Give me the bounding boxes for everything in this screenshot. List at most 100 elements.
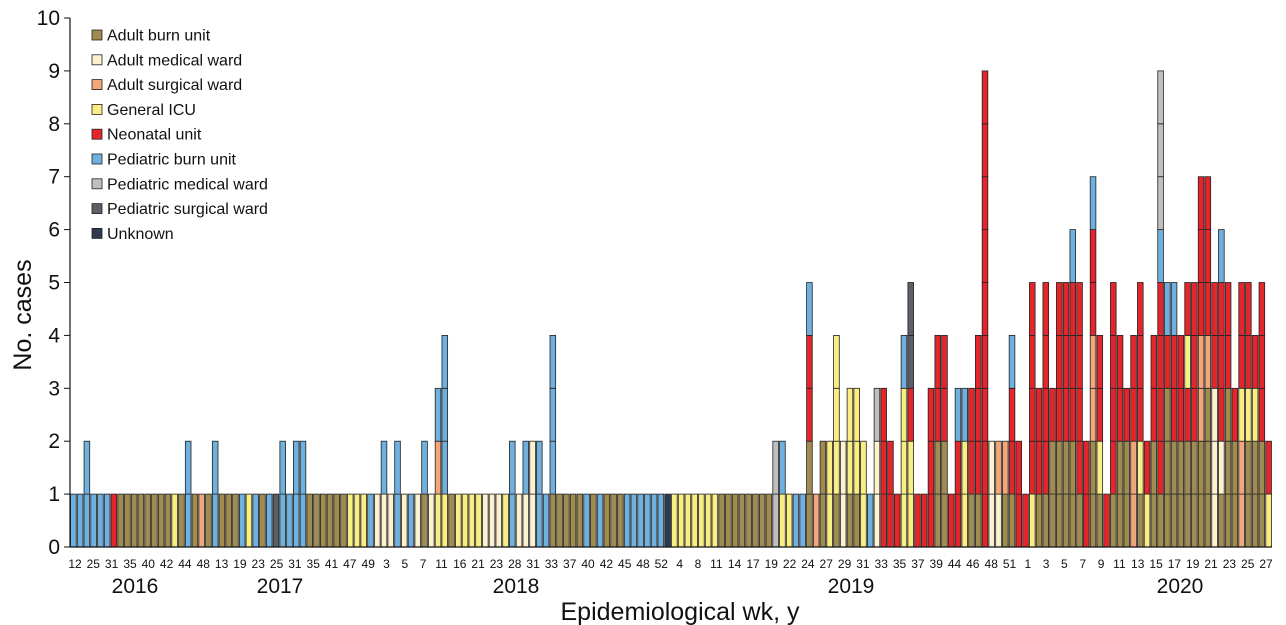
bar-segment-neonatal-unit bbox=[914, 493, 921, 548]
bar-segment-pediatric-burn-unit bbox=[1008, 334, 1016, 389]
x-axis-ticks: 12 25 31 35 40 42 44 48 13 19 23 25 31 35 41 47 49 3 5 7 11 1… bbox=[68, 557, 1273, 571]
bar-segment-neonatal-unit bbox=[1204, 176, 1212, 230]
x-tick-label: 13 bbox=[1131, 557, 1145, 571]
y-axis-ticks: 0 1 2 3 4 5 6 7 8 9 10 bbox=[37, 7, 70, 559]
bar-segment-neonatal-unit bbox=[1029, 334, 1036, 389]
bar-segment-adult-burn-unit bbox=[1069, 440, 1077, 495]
bar-segment-neonatal-unit bbox=[1076, 387, 1083, 442]
bar-segment-pediatric-medical-ward bbox=[772, 493, 779, 548]
x-tick-label: 19 bbox=[233, 557, 247, 571]
bar-segment-general-icu bbox=[171, 493, 178, 548]
bar-segment-neonatal-unit bbox=[1197, 229, 1205, 283]
bar-segment-pediatric-burn-unit bbox=[103, 493, 111, 548]
bar-segment-pediatric-medical-ward bbox=[772, 440, 779, 495]
bar-segment-neonatal-unit bbox=[1062, 334, 1070, 389]
bar-segment-general-icu bbox=[779, 493, 786, 548]
bar-segment-adult-surgical-ward bbox=[1089, 334, 1097, 389]
bar-segment-adult-burn-unit bbox=[745, 493, 752, 548]
x-tick-label: 11 bbox=[435, 557, 448, 571]
bar-segment-pediatric-burn-unit bbox=[1089, 176, 1097, 230]
bar-segment-adult-burn-unit bbox=[205, 493, 212, 548]
bar-segment-general-icu bbox=[684, 493, 692, 548]
bar-segment-pediatric-burn-unit bbox=[596, 493, 604, 548]
bar-segment-adult-burn-unit bbox=[941, 440, 948, 495]
bar-segment-adult-burn-unit bbox=[1224, 493, 1232, 548]
x-tick-label: 8 bbox=[695, 557, 702, 571]
bar-segment-adult-burn-unit bbox=[718, 493, 725, 548]
bar-segment-neonatal-unit bbox=[1042, 387, 1050, 442]
bar-segment-neonatal-unit bbox=[1103, 493, 1110, 548]
bar-segment-adult-burn-unit bbox=[1177, 440, 1185, 495]
bar-segment-neonatal-unit bbox=[1157, 440, 1164, 495]
bar-segment-general-icu bbox=[846, 387, 854, 442]
bar-segment-neonatal-unit bbox=[1245, 334, 1252, 389]
bar-segment-adult-burn-unit bbox=[1231, 493, 1239, 548]
x-tick-label: 7 bbox=[1079, 557, 1086, 571]
bar-segment-general-icu bbox=[441, 493, 449, 548]
bar-segment-adult-burn-unit bbox=[1056, 440, 1063, 495]
bar-segment-adult-surgical-ward bbox=[1238, 440, 1245, 495]
year-label: 2016 bbox=[112, 575, 159, 598]
bar-segment-general-icu bbox=[698, 493, 705, 548]
bar-segment-general-icu bbox=[1238, 387, 1245, 442]
bar-segment-adult-burn-unit bbox=[1245, 493, 1252, 548]
bar-segment-neonatal-unit bbox=[1251, 334, 1259, 389]
bar-segment-neonatal-unit bbox=[1211, 282, 1218, 336]
bar-segment-neonatal-unit bbox=[981, 334, 989, 389]
bar-segment-general-icu bbox=[1143, 493, 1151, 548]
y-tick-label: 9 bbox=[48, 60, 60, 83]
bar-segment-adult-burn-unit bbox=[725, 493, 732, 548]
bar-segment-neonatal-unit bbox=[1056, 387, 1063, 442]
bar-segment-adult-medical-ward bbox=[529, 493, 536, 548]
bar-segment-neonatal-unit bbox=[1069, 387, 1077, 442]
bar-segment-adult-burn-unit bbox=[306, 493, 313, 548]
legend-label: General ICU bbox=[107, 102, 196, 119]
bar-segment-adult-medical-ward bbox=[1218, 440, 1225, 495]
legend-swatch bbox=[91, 153, 103, 165]
bar-segment-adult-burn-unit bbox=[1096, 493, 1104, 548]
bar-segment-pediatric-burn-unit bbox=[407, 493, 415, 548]
bar-segment-pediatric-burn-unit bbox=[542, 493, 550, 548]
x-tick-label: 25 bbox=[270, 557, 284, 571]
year-label: 2020 bbox=[1157, 575, 1204, 598]
bar-segment-adult-burn-unit bbox=[1123, 493, 1131, 548]
bar-segment-neonatal-unit bbox=[1157, 334, 1164, 389]
bar-segment-adult-burn-unit bbox=[934, 493, 941, 548]
x-tick-label: 44 bbox=[178, 557, 192, 571]
bar-segment-neonatal-unit bbox=[981, 229, 989, 283]
x-tick-label: 3 bbox=[1043, 557, 1050, 571]
bar-segment-pediatric-burn-unit bbox=[509, 440, 516, 495]
bar-segment-pediatric-burn-unit bbox=[265, 493, 273, 548]
bar-segment-neonatal-unit bbox=[981, 282, 989, 336]
x-tick-label: 21 bbox=[1204, 557, 1218, 571]
bar-segment-adult-medical-ward bbox=[1211, 387, 1218, 442]
bar-segment-pediatric-burn-unit bbox=[238, 493, 246, 548]
bar-segment-general-icu bbox=[502, 493, 509, 548]
bar-segment-neonatal-unit bbox=[1035, 387, 1043, 442]
x-tick-label: 45 bbox=[618, 557, 632, 571]
bar-segment-adult-burn-unit bbox=[1062, 493, 1070, 548]
bar-segment-neonatal-unit bbox=[981, 123, 989, 178]
x-tick-label: 23 bbox=[1223, 557, 1237, 571]
bar-segment-neonatal-unit bbox=[1083, 440, 1090, 495]
bar-segment-neonatal-unit bbox=[941, 387, 948, 442]
bar-segment-general-icu bbox=[711, 493, 719, 548]
bar-segment-neonatal-unit bbox=[1197, 282, 1205, 336]
bar-segment-adult-medical-ward bbox=[1211, 493, 1218, 548]
y-tick-label: 3 bbox=[48, 377, 60, 400]
bar-segment-neonatal-unit bbox=[1035, 440, 1043, 495]
bar-segment-general-icu bbox=[833, 387, 840, 442]
bar-segment-general-icu bbox=[677, 493, 685, 548]
bar-segment-pediatric-burn-unit bbox=[954, 387, 962, 442]
bar-segment-adult-burn-unit bbox=[563, 493, 570, 548]
bar-segment-adult-burn-unit bbox=[1056, 493, 1063, 548]
bar-segment-neonatal-unit bbox=[1218, 387, 1225, 442]
bar-segment-neonatal-unit bbox=[1110, 440, 1117, 495]
bar-segment-pediatric-burn-unit bbox=[657, 493, 665, 548]
x-tick-label: 14 bbox=[728, 557, 742, 571]
bar-segment-neonatal-unit bbox=[1238, 282, 1245, 336]
bar-segment-general-icu bbox=[853, 440, 860, 495]
x-tick-label: 17 bbox=[1168, 557, 1182, 571]
bar-segment-neonatal-unit bbox=[1150, 334, 1158, 389]
bar-segment-adult-burn-unit bbox=[590, 493, 597, 548]
